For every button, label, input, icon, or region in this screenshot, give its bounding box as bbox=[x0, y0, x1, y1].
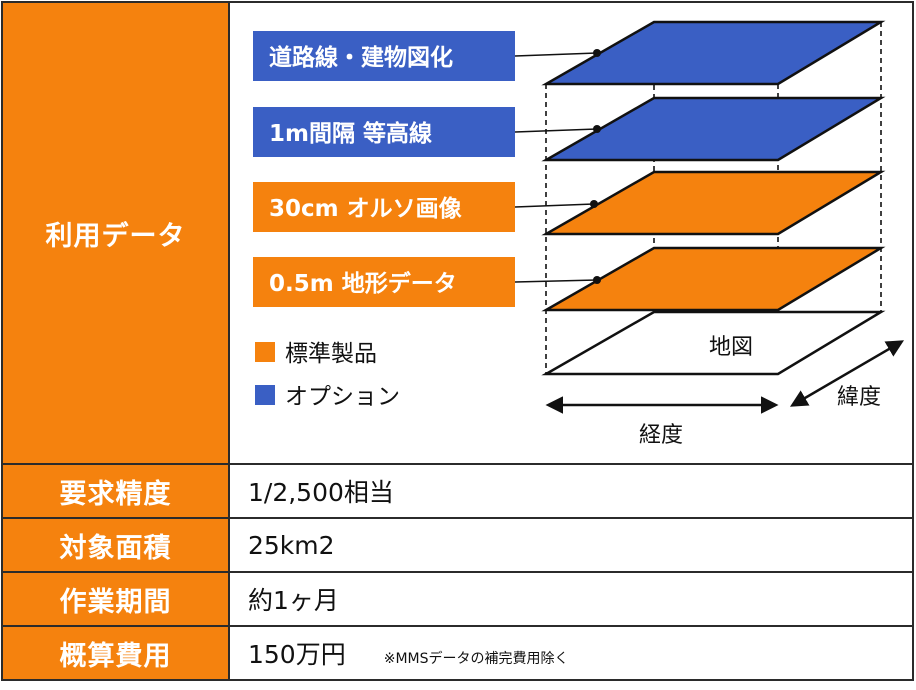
layer-plane-terrain bbox=[541, 246, 886, 312]
longitude-label: 経度 bbox=[639, 423, 683, 448]
row-value-period: 約1ヶ月 bbox=[228, 571, 914, 627]
value-text: 1/2,500相当 bbox=[248, 478, 394, 507]
layer-plane-contour bbox=[541, 96, 886, 162]
legend-standard-swatch bbox=[255, 342, 275, 362]
table-row: 要求精度 1/2,500相当 bbox=[1, 463, 914, 519]
layer-label-box bbox=[253, 257, 515, 307]
legend-option-swatch bbox=[255, 385, 275, 405]
layer-label-box bbox=[253, 182, 515, 232]
cost-note: ※MMSデータの補完費用除く bbox=[383, 651, 569, 667]
legend-standard-label: 標準製品 bbox=[285, 341, 377, 367]
layer-plane-road-building bbox=[541, 20, 886, 86]
row-key-cost: 概算費用 bbox=[1, 625, 230, 681]
main-label: 利用データ bbox=[1, 1, 230, 465]
row-value-accuracy: 1/2,500相当 bbox=[228, 463, 914, 519]
row-key-accuracy: 要求精度 bbox=[1, 463, 230, 519]
latitude-label: 緯度 bbox=[837, 385, 881, 410]
layer-label-text: 30cm オルソ画像 bbox=[269, 195, 463, 222]
layer-label-box bbox=[253, 31, 515, 81]
row-value-area: 25km2 bbox=[228, 517, 914, 573]
table-row: 対象面積 25km2 bbox=[1, 517, 914, 573]
value-text: 25km2 bbox=[248, 530, 335, 560]
layer-label-text: 1m間隔 等高線 bbox=[269, 120, 432, 147]
latitude-arrow bbox=[789, 340, 905, 407]
value-text: 150万円 bbox=[248, 640, 346, 669]
row-value-cost: 150万円 ※MMSデータの補完費用除く bbox=[228, 625, 914, 681]
layer-plane-ortho bbox=[541, 170, 886, 236]
row-key-area: 対象面積 bbox=[1, 517, 230, 573]
row-key-period: 作業期間 bbox=[1, 571, 230, 627]
table-row: 作業期間 約1ヶ月 bbox=[1, 571, 914, 627]
layer-diagram: 地図 道路線・建物図化 1m間隔 等高線 30cm オルソ画像 0.5m 地形デ… bbox=[253, 20, 905, 448]
legend-option-label: オプション bbox=[285, 384, 400, 410]
leader-dots bbox=[590, 49, 601, 284]
value-text: 約1ヶ月 bbox=[248, 586, 339, 615]
layer-label-text: 道路線・建物図化 bbox=[269, 44, 453, 71]
layer-label-text: 0.5m 地形データ bbox=[269, 270, 457, 297]
base-map-label: 地図 bbox=[709, 335, 753, 360]
layer-label-box bbox=[253, 107, 515, 157]
leader-lines bbox=[514, 52, 598, 283]
table-row: 概算費用 150万円 ※MMSデータの補完費用除く bbox=[1, 625, 914, 681]
